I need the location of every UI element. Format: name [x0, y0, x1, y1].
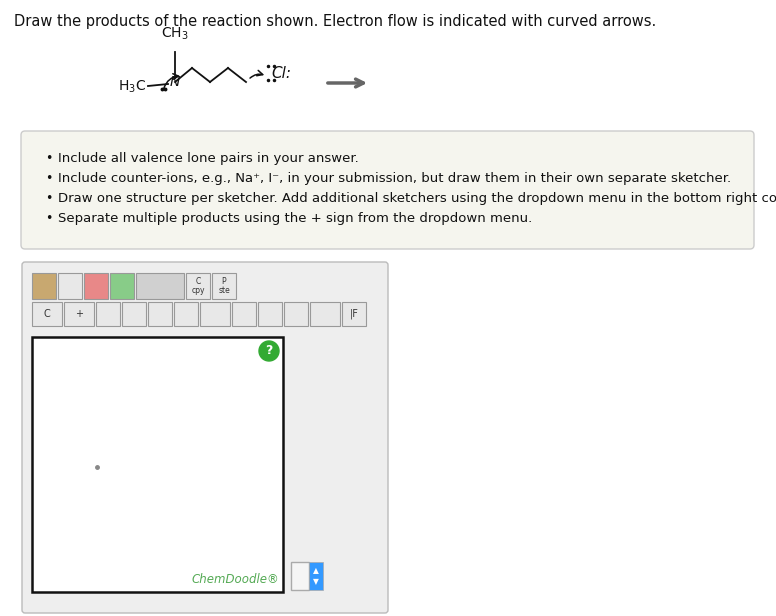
Text: C
cpy: C cpy	[191, 277, 205, 295]
Bar	[291, 562, 309, 590]
Text: ▲: ▲	[313, 566, 319, 575]
Bar	[64, 302, 94, 326]
Text: N: N	[170, 75, 180, 89]
Bar	[122, 302, 146, 326]
Bar	[32, 337, 283, 592]
Bar	[186, 273, 210, 299]
Circle shape	[259, 341, 279, 361]
Text: P
ste: P ste	[218, 277, 230, 295]
Bar	[212, 273, 236, 299]
Bar	[136, 273, 184, 299]
Text: Include all valence lone pairs in your answer.: Include all valence lone pairs in your a…	[58, 152, 359, 165]
Text: +: +	[75, 309, 83, 319]
Bar	[174, 302, 198, 326]
Bar	[232, 302, 256, 326]
Text: H$_3$C: H$_3$C	[118, 79, 146, 95]
Bar	[58, 273, 82, 299]
Text: Draw one structure per sketcher. Add additional sketchers using the dropdown men: Draw one structure per sketcher. Add add…	[58, 192, 776, 205]
Text: •: •	[45, 192, 52, 205]
Text: Cl:: Cl:	[271, 65, 291, 81]
Bar	[200, 302, 230, 326]
Bar	[258, 302, 282, 326]
Bar	[96, 302, 120, 326]
Text: ?: ?	[265, 344, 272, 357]
Text: ChemDoodle®: ChemDoodle®	[191, 573, 279, 586]
Text: Include counter-ions, e.g., Na⁺, I⁻, in your submission, but draw them in their : Include counter-ions, e.g., Na⁺, I⁻, in …	[58, 172, 731, 185]
FancyBboxPatch shape	[22, 262, 388, 613]
FancyBboxPatch shape	[21, 131, 754, 249]
Bar	[32, 273, 56, 299]
Text: •: •	[45, 212, 52, 225]
Text: CH$_3$: CH$_3$	[161, 26, 189, 42]
Text: •: •	[45, 152, 52, 165]
Bar	[84, 273, 108, 299]
Bar	[342, 302, 366, 326]
Bar	[32, 302, 62, 326]
Text: ▼: ▼	[313, 577, 319, 586]
Bar	[310, 302, 340, 326]
Text: Draw the products of the reaction shown. Electron flow is indicated with curved : Draw the products of the reaction shown.…	[14, 14, 656, 29]
Bar	[284, 302, 308, 326]
Bar	[110, 273, 134, 299]
Text: |F: |F	[349, 309, 359, 319]
Bar	[309, 562, 323, 590]
Text: •: •	[45, 172, 52, 185]
Text: C: C	[43, 309, 50, 319]
Bar	[148, 302, 172, 326]
Text: Separate multiple products using the + sign from the dropdown menu.: Separate multiple products using the + s…	[58, 212, 532, 225]
